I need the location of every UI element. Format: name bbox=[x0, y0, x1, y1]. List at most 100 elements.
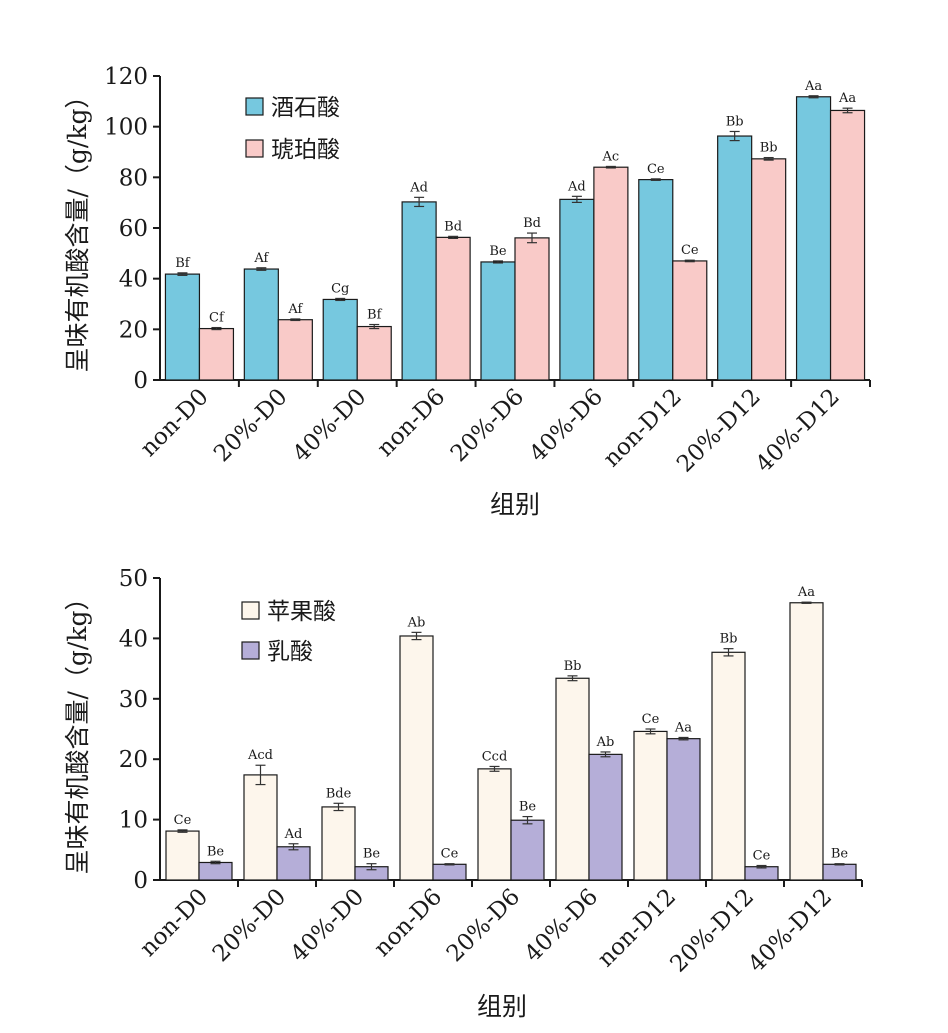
bar-s1-4 bbox=[514, 237, 550, 381]
y-tick-label-0: 0 bbox=[133, 868, 148, 894]
sig-label-s1-0: Be bbox=[207, 844, 225, 859]
y-axis-title: 呈味有机酸含量/（g/kg） bbox=[63, 585, 92, 874]
bars bbox=[164, 96, 866, 381]
bar-s1-1 bbox=[276, 846, 311, 881]
sig-label-s0-5: Ad bbox=[567, 179, 586, 194]
legend-swatch-lactic bbox=[241, 641, 260, 660]
sig-label-s1-5: Ab bbox=[596, 735, 615, 750]
error-bars bbox=[177, 601, 845, 871]
sig-label-s0-0: Ce bbox=[174, 813, 192, 828]
bar-s0-1 bbox=[243, 774, 278, 881]
bar-s0-8 bbox=[795, 96, 832, 381]
sig-label-s1-8: Aa bbox=[838, 91, 856, 106]
sig-label-s0-7: Bb bbox=[726, 114, 744, 129]
y-tick-label-3: 60 bbox=[119, 216, 148, 242]
legend-label-malic: 苹果酸 bbox=[267, 599, 336, 625]
sig-label-s1-7: Ce bbox=[753, 849, 771, 864]
x-ticks bbox=[237, 880, 863, 887]
legend-label-succinic: 琥珀酸 bbox=[271, 137, 340, 163]
bar-s1-0 bbox=[198, 861, 233, 881]
y-tick-label-0: 0 bbox=[133, 368, 148, 394]
sig-label-s1-3: Ce bbox=[441, 847, 459, 862]
y-tick-label-1: 20 bbox=[119, 317, 148, 343]
bar-s1-7 bbox=[744, 866, 779, 881]
y-tick-label-5: 100 bbox=[104, 115, 148, 141]
legend-label-lactic: 乳酸 bbox=[267, 639, 313, 665]
y-tick-label-4: 80 bbox=[119, 165, 148, 191]
sig-label-s1-6: Aa bbox=[674, 720, 692, 735]
sig-label-s0-6: Ce bbox=[647, 162, 665, 177]
sig-label-s1-8: Be bbox=[831, 847, 849, 862]
bar-s0-3 bbox=[401, 201, 437, 381]
bar-s0-5 bbox=[555, 677, 590, 881]
error-bars bbox=[177, 95, 853, 331]
x-axis-title: 组别 bbox=[490, 490, 540, 519]
bar-s0-7 bbox=[717, 135, 753, 381]
bar-s0-6 bbox=[633, 730, 668, 881]
sig-label-s1-0: Cf bbox=[209, 311, 225, 326]
y-tick-label-4: 40 bbox=[119, 626, 148, 652]
y-tick-label-2: 40 bbox=[119, 267, 148, 293]
sig-label-s0-7: Bb bbox=[720, 632, 738, 647]
y-ticks: 0 20 40 60 80 100 120 bbox=[104, 64, 160, 394]
bar-s1-1 bbox=[277, 319, 313, 381]
bar-s0-1 bbox=[243, 268, 279, 381]
sig-label-s0-4: Be bbox=[489, 244, 507, 259]
bar-s0-8 bbox=[789, 602, 824, 881]
sig-label-s1-6: Ce bbox=[681, 243, 699, 258]
sig-label-s1-2: Be bbox=[363, 847, 381, 862]
sig-label-s0-5: Bb bbox=[564, 659, 582, 674]
bar-s0-7 bbox=[711, 651, 746, 881]
legend-swatch-malic bbox=[241, 601, 260, 620]
bar-s0-5 bbox=[559, 198, 595, 381]
bar-s1-4 bbox=[510, 819, 545, 881]
sig-label-s0-6: Ce bbox=[642, 712, 660, 727]
legend: 酒石酸 琥珀酸 bbox=[245, 95, 340, 163]
sig-label-s0-0: Bf bbox=[175, 256, 191, 271]
sig-label-s0-4: Ccd bbox=[482, 749, 508, 764]
bar-s0-3 bbox=[399, 635, 434, 881]
sig-label-s0-2: Cg bbox=[331, 281, 349, 296]
significance-labels: Bf Cf Af Af Cg Bf Ad Bd Be Bd Ad Ac Ce Ce Bb Bb Aa Aa bbox=[175, 79, 856, 326]
legend-swatch-succinic bbox=[245, 139, 264, 158]
bar-s0-2 bbox=[322, 298, 358, 381]
y-tick-label-6: 120 bbox=[104, 64, 148, 90]
bar-s0-2 bbox=[321, 806, 356, 881]
sig-label-s1-5: Ac bbox=[602, 149, 620, 164]
significance-labels: Ce Be Acd Ad Bde Be Ab Ce Ccd Be Bb Ab Ce Aa Bb Ce Aa Be bbox=[174, 585, 849, 863]
y-tick-label-5: 50 bbox=[119, 566, 148, 592]
x-ticks bbox=[237, 380, 871, 387]
sig-label-s0-8: Aa bbox=[797, 585, 815, 600]
x-axis-title: 组别 bbox=[477, 992, 527, 1021]
bar-s1-7 bbox=[751, 158, 787, 381]
legend-swatch-tartaric bbox=[245, 97, 264, 116]
sig-label-s1-4: Be bbox=[519, 800, 537, 815]
bar-s0-4 bbox=[477, 768, 512, 881]
bar-s1-8 bbox=[829, 109, 866, 381]
bar-s1-5 bbox=[588, 753, 623, 881]
sig-label-s0-8: Aa bbox=[804, 79, 822, 94]
bar-s1-0 bbox=[198, 327, 235, 381]
bar-s1-2 bbox=[356, 325, 392, 381]
sig-label-s1-2: Bf bbox=[367, 308, 383, 323]
sig-label-s0-1: Acd bbox=[247, 748, 273, 763]
sig-label-s1-4: Bd bbox=[523, 216, 541, 231]
bar-s1-3 bbox=[432, 863, 467, 881]
bar-s1-5 bbox=[593, 166, 629, 381]
bar-s1-6 bbox=[666, 738, 701, 881]
y-tick-label-3: 30 bbox=[119, 687, 148, 713]
sig-label-s0-3: Ad bbox=[409, 180, 428, 195]
bar-s1-3 bbox=[435, 236, 471, 381]
y-tick-label-1: 10 bbox=[119, 808, 148, 834]
bar-s1-6 bbox=[672, 260, 708, 381]
y-axis-title: 呈味有机酸含量/（g/kg） bbox=[63, 83, 92, 372]
bar-s0-4 bbox=[480, 261, 516, 381]
bar-s1-8 bbox=[822, 863, 857, 881]
sig-label-s0-1: Af bbox=[253, 251, 269, 266]
sig-label-s1-7: Bb bbox=[760, 141, 778, 156]
bar-s0-0 bbox=[164, 273, 201, 381]
sig-label-s0-2: Bde bbox=[326, 786, 352, 801]
bars bbox=[165, 602, 857, 881]
y-tick-label-2: 20 bbox=[119, 747, 148, 773]
